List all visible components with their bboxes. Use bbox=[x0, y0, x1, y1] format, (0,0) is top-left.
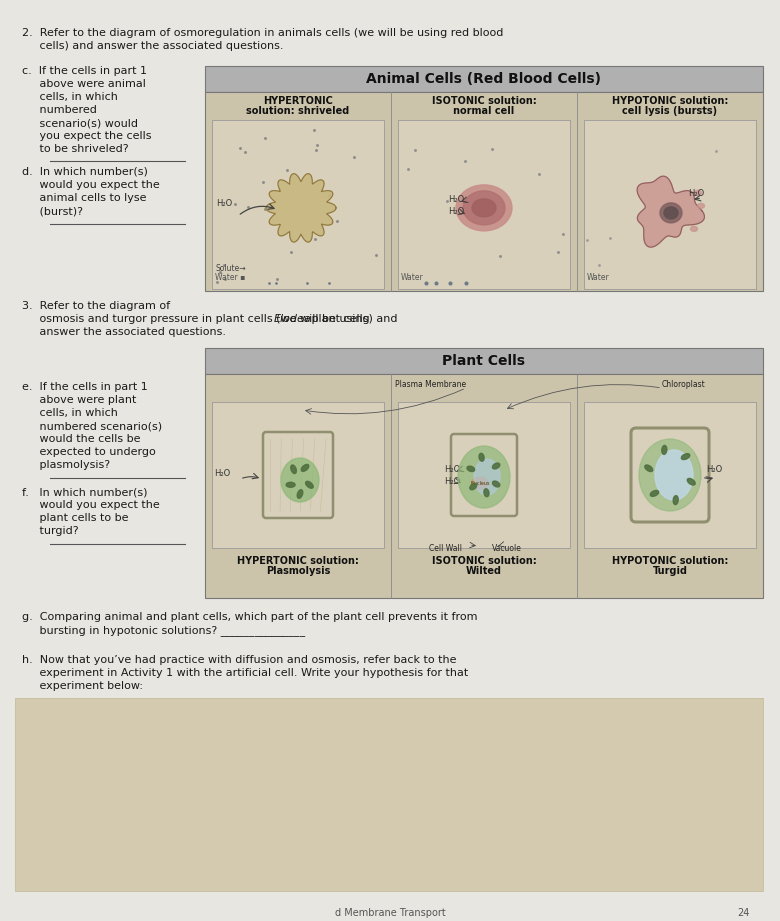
Ellipse shape bbox=[660, 203, 682, 223]
Ellipse shape bbox=[492, 463, 500, 469]
Ellipse shape bbox=[639, 439, 701, 511]
Text: H₂O: H₂O bbox=[448, 207, 464, 216]
Text: plant cells to be: plant cells to be bbox=[22, 513, 129, 523]
Text: animal cells to lyse: animal cells to lyse bbox=[22, 193, 147, 203]
Ellipse shape bbox=[286, 483, 295, 487]
FancyBboxPatch shape bbox=[205, 348, 763, 374]
Text: answer the associated questions.: answer the associated questions. bbox=[22, 327, 226, 337]
Text: experiment in Activity 1 with the artificial cell. Write your hypothesis for tha: experiment in Activity 1 with the artifi… bbox=[22, 668, 468, 678]
Ellipse shape bbox=[456, 185, 512, 231]
Ellipse shape bbox=[297, 490, 303, 498]
Ellipse shape bbox=[655, 450, 693, 500]
Text: plasmolysis?: plasmolysis? bbox=[22, 460, 110, 470]
Text: osmosis and turgor pressure in plant cells (we will be using: osmosis and turgor pressure in plant cel… bbox=[22, 314, 373, 324]
Text: g.  Comparing animal and plant cells, which part of the plant cell prevents it f: g. Comparing animal and plant cells, whi… bbox=[22, 612, 477, 622]
Ellipse shape bbox=[281, 458, 319, 502]
Text: numbered: numbered bbox=[22, 105, 97, 115]
Text: H₂O: H₂O bbox=[214, 469, 230, 477]
Text: H₂O: H₂O bbox=[444, 476, 460, 485]
Text: H₂O: H₂O bbox=[444, 464, 460, 473]
FancyBboxPatch shape bbox=[15, 698, 763, 891]
FancyBboxPatch shape bbox=[584, 120, 756, 289]
FancyBboxPatch shape bbox=[205, 92, 763, 291]
Ellipse shape bbox=[484, 489, 489, 496]
Ellipse shape bbox=[301, 464, 309, 472]
Ellipse shape bbox=[472, 199, 496, 216]
Text: plant cells) and: plant cells) and bbox=[308, 314, 398, 324]
Text: to be shriveled?: to be shriveled? bbox=[22, 144, 129, 154]
FancyBboxPatch shape bbox=[212, 120, 384, 289]
Text: would you expect the: would you expect the bbox=[22, 500, 160, 510]
Text: c.  If the cells in part 1: c. If the cells in part 1 bbox=[22, 66, 147, 76]
Text: scenario(s) would: scenario(s) would bbox=[22, 118, 138, 128]
FancyBboxPatch shape bbox=[212, 402, 384, 548]
Text: above were plant: above were plant bbox=[22, 395, 136, 405]
Text: f.   In which number(s): f. In which number(s) bbox=[22, 487, 147, 497]
Text: (burst)?: (burst)? bbox=[22, 206, 83, 216]
Ellipse shape bbox=[467, 466, 475, 472]
Text: Chloroplast: Chloroplast bbox=[662, 380, 706, 389]
FancyBboxPatch shape bbox=[398, 120, 570, 289]
Ellipse shape bbox=[470, 484, 477, 490]
Ellipse shape bbox=[463, 191, 505, 225]
Text: you expect the cells: you expect the cells bbox=[22, 131, 151, 141]
Text: ISOTONIC solution:: ISOTONIC solution: bbox=[431, 96, 537, 106]
Text: h.  Now that you’ve had practice with diffusion and osmosis, refer back to the: h. Now that you’ve had practice with dif… bbox=[22, 655, 456, 665]
Text: cells) and answer the associated questions.: cells) and answer the associated questio… bbox=[22, 41, 283, 51]
Text: numbered scenario(s): numbered scenario(s) bbox=[22, 421, 162, 431]
Ellipse shape bbox=[661, 446, 667, 454]
Text: d Membrane Transport: d Membrane Transport bbox=[335, 908, 445, 918]
Text: bursting in hypotonic solutions? _______________: bursting in hypotonic solutions? _______… bbox=[22, 625, 305, 635]
Ellipse shape bbox=[651, 490, 658, 496]
FancyBboxPatch shape bbox=[398, 402, 570, 548]
Text: Cell Wall: Cell Wall bbox=[429, 544, 462, 553]
Text: Water: Water bbox=[587, 273, 610, 282]
Text: cells, in which: cells, in which bbox=[22, 408, 118, 418]
Text: would the cells be: would the cells be bbox=[22, 434, 140, 444]
Text: d.  In which number(s): d. In which number(s) bbox=[22, 167, 148, 177]
Text: ISOTONIC solution:: ISOTONIC solution: bbox=[431, 556, 537, 566]
Text: e.  If the cells in part 1: e. If the cells in part 1 bbox=[22, 382, 147, 392]
Text: Water ▪: Water ▪ bbox=[215, 273, 245, 282]
Ellipse shape bbox=[673, 495, 679, 505]
Text: HYPOTONIC solution:: HYPOTONIC solution: bbox=[612, 96, 729, 106]
Text: normal cell: normal cell bbox=[453, 106, 515, 116]
Text: Wilted: Wilted bbox=[466, 566, 502, 576]
Text: H₂O: H₂O bbox=[706, 464, 722, 473]
Text: Water: Water bbox=[401, 273, 424, 282]
Ellipse shape bbox=[306, 482, 314, 488]
Text: Elodea: Elodea bbox=[274, 314, 312, 324]
Text: 3.  Refer to the diagram of: 3. Refer to the diagram of bbox=[22, 301, 170, 311]
Text: Turgid: Turgid bbox=[653, 566, 687, 576]
Text: Solute→: Solute→ bbox=[215, 264, 246, 273]
Text: H₂O: H₂O bbox=[688, 190, 704, 198]
Ellipse shape bbox=[291, 465, 296, 473]
Text: 24: 24 bbox=[738, 908, 750, 918]
Ellipse shape bbox=[474, 459, 500, 495]
Ellipse shape bbox=[664, 207, 678, 219]
Text: 2.  Refer to the diagram of osmoregulation in animals cells (we will be using re: 2. Refer to the diagram of osmoregulatio… bbox=[22, 28, 503, 38]
Text: HYPERTONIC solution:: HYPERTONIC solution: bbox=[237, 556, 359, 566]
Ellipse shape bbox=[492, 481, 500, 487]
Text: Animal Cells (Red Blood Cells): Animal Cells (Red Blood Cells) bbox=[367, 72, 601, 86]
Text: Plasma Membrane: Plasma Membrane bbox=[395, 380, 466, 389]
Text: experiment below:: experiment below: bbox=[22, 681, 143, 691]
FancyBboxPatch shape bbox=[584, 402, 756, 548]
Ellipse shape bbox=[479, 453, 484, 461]
Polygon shape bbox=[637, 176, 704, 247]
Text: Vacuole: Vacuole bbox=[492, 544, 522, 553]
Text: cell lysis (bursts): cell lysis (bursts) bbox=[622, 106, 718, 116]
Ellipse shape bbox=[694, 191, 701, 195]
Ellipse shape bbox=[645, 465, 653, 472]
Ellipse shape bbox=[687, 478, 695, 485]
Text: above were animal: above were animal bbox=[22, 79, 146, 89]
FancyBboxPatch shape bbox=[205, 66, 763, 92]
Polygon shape bbox=[266, 174, 336, 242]
Text: solution: shriveled: solution: shriveled bbox=[246, 106, 349, 116]
Text: turgid?: turgid? bbox=[22, 526, 79, 536]
Text: Plant Cells: Plant Cells bbox=[442, 354, 526, 368]
Ellipse shape bbox=[690, 227, 697, 231]
Ellipse shape bbox=[682, 454, 690, 460]
Text: H₂O: H₂O bbox=[216, 199, 232, 208]
